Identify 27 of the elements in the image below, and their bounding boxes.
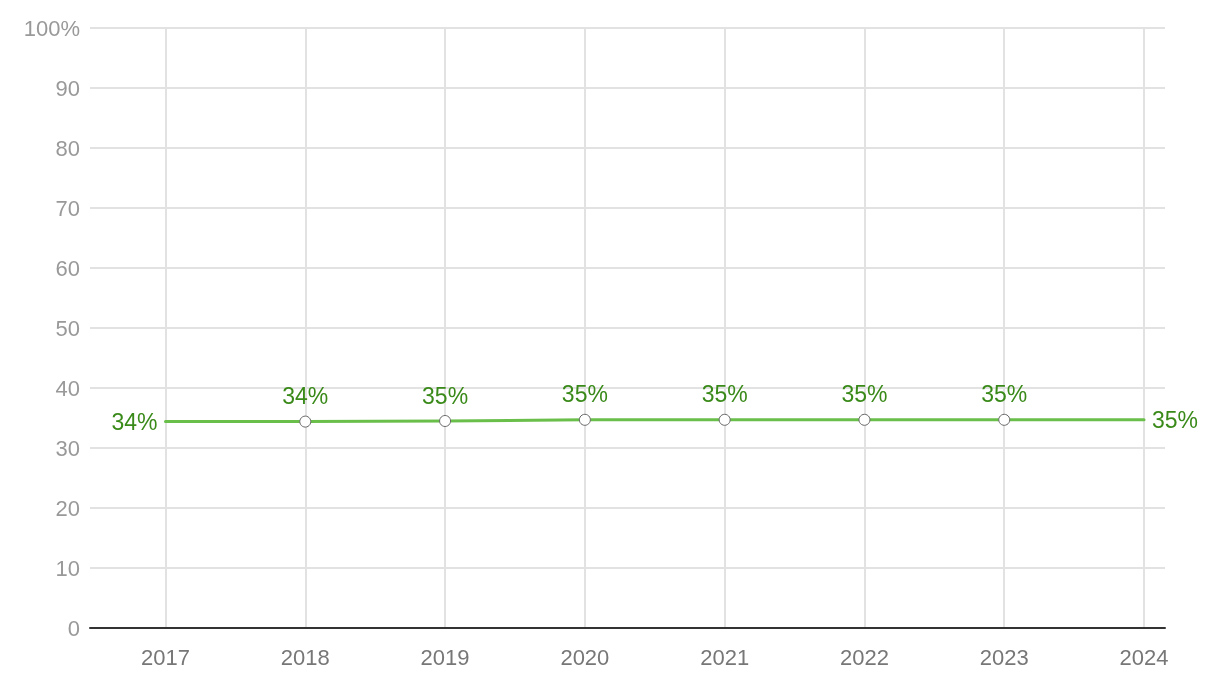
y-tick-label: 60 [55, 255, 80, 281]
x-tick-label: 2023 [979, 644, 1029, 670]
x-tick-label: 2022 [839, 644, 889, 670]
y-tick-label: 70 [55, 195, 80, 221]
data-label: 35% [422, 382, 469, 409]
x-tick-label: 2020 [560, 644, 610, 670]
data-label: 34% [111, 408, 158, 435]
data-label: 35% [701, 381, 748, 408]
y-tick-label: 50 [55, 315, 80, 341]
y-tick-label: 30 [55, 435, 80, 461]
y-tick-label: 0 [67, 615, 80, 641]
y-tick-label: 80 [55, 135, 80, 161]
data-label: 35% [1152, 406, 1199, 433]
data-label: 34% [282, 383, 329, 410]
data-label: 35% [841, 381, 888, 408]
x-tick-label: 2024 [1119, 644, 1169, 670]
x-tick-label: 2018 [280, 644, 330, 670]
x-tick-label: 2017 [141, 644, 190, 670]
x-tick-label: 2021 [700, 644, 750, 670]
data-label: 35% [981, 381, 1028, 408]
y-tick-label: 10 [55, 555, 80, 581]
y-tick-label: 20 [55, 495, 80, 521]
data-label: 35% [561, 381, 608, 408]
y-tick-label: 100% [23, 15, 80, 41]
y-tick-label: 40 [55, 375, 80, 401]
x-tick-label: 2019 [420, 644, 470, 670]
y-tick-label: 90 [55, 75, 80, 101]
